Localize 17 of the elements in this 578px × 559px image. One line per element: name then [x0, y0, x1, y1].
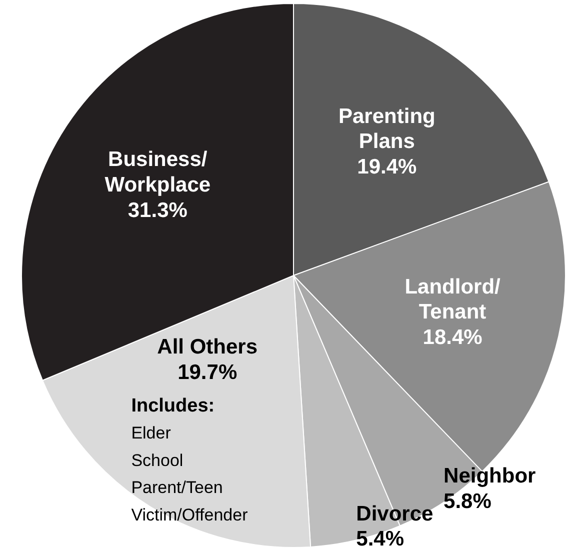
- data-label: 19.4%: [357, 155, 418, 178]
- data-label: 19.7%: [178, 360, 238, 384]
- slice-label: Landlord/ Tenant: [404, 275, 501, 324]
- data-label: 18.4%: [422, 326, 483, 349]
- data-label: 31.3%: [128, 198, 188, 222]
- slice-label: Parenting Plans: [338, 104, 436, 154]
- text: Parent/Teen: [131, 478, 223, 498]
- text: Includes:: [131, 395, 215, 416]
- slice-label: Divorce: [356, 502, 434, 526]
- slice-label: Business/ Workplace: [104, 148, 211, 197]
- slice-label: Neighbor: [444, 464, 536, 488]
- text: Victim/Offender: [131, 505, 248, 524]
- text: Elder: [131, 424, 172, 443]
- data-label: 5.8%: [444, 490, 492, 513]
- slice-label: All Others: [157, 336, 258, 359]
- text: School: [131, 450, 184, 470]
- data-label: 5.4%: [356, 528, 404, 551]
